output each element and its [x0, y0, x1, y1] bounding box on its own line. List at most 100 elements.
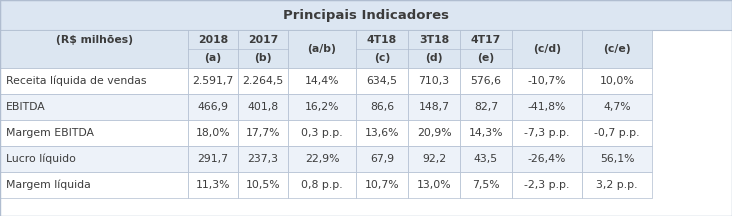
Bar: [460, 172, 512, 198]
Text: 86,6: 86,6: [370, 102, 394, 112]
Text: (a/b): (a/b): [307, 44, 337, 54]
Text: 2018: 2018: [198, 35, 228, 45]
Text: 237,3: 237,3: [247, 154, 278, 164]
Bar: [238, 172, 288, 198]
Bar: [0, 172, 188, 198]
Text: (c/d): (c/d): [533, 44, 561, 54]
Bar: [356, 172, 408, 198]
Text: 13,0%: 13,0%: [417, 180, 452, 190]
Text: 7,5%: 7,5%: [472, 180, 500, 190]
Text: 148,7: 148,7: [419, 102, 449, 112]
Text: 2017: 2017: [248, 35, 278, 45]
Bar: [460, 120, 512, 146]
Bar: [238, 120, 288, 146]
Bar: [582, 172, 652, 198]
Text: 3,2 p.p.: 3,2 p.p.: [597, 180, 638, 190]
Bar: [460, 30, 512, 68]
Bar: [188, 120, 238, 146]
Text: Lucro líquido: Lucro líquido: [6, 154, 76, 164]
Bar: [238, 146, 288, 172]
Bar: [582, 30, 652, 68]
Text: 67,9: 67,9: [370, 154, 394, 164]
Text: 14,3%: 14,3%: [468, 128, 504, 138]
Text: -41,8%: -41,8%: [528, 102, 566, 112]
Bar: [582, 94, 652, 120]
Text: 14,4%: 14,4%: [305, 76, 339, 86]
Bar: [0, 30, 188, 68]
Text: 710,3: 710,3: [419, 76, 449, 86]
Text: 0,8 p.p.: 0,8 p.p.: [301, 180, 343, 190]
Text: 82,7: 82,7: [474, 102, 498, 112]
Text: 0,3 p.p.: 0,3 p.p.: [301, 128, 343, 138]
Text: -2,3 p.p.: -2,3 p.p.: [524, 180, 569, 190]
Bar: [188, 94, 238, 120]
Bar: [582, 120, 652, 146]
Text: (c): (c): [374, 53, 390, 63]
Text: (d): (d): [425, 53, 443, 63]
Bar: [238, 68, 288, 94]
Text: 4T18: 4T18: [367, 35, 397, 45]
Text: Principais Indicadores: Principais Indicadores: [283, 8, 449, 22]
Bar: [188, 30, 238, 68]
Text: (c/e): (c/e): [603, 44, 631, 54]
Bar: [512, 30, 582, 68]
Text: 10,5%: 10,5%: [246, 180, 280, 190]
Bar: [356, 146, 408, 172]
Text: (e): (e): [477, 53, 495, 63]
Bar: [460, 94, 512, 120]
Bar: [288, 30, 356, 68]
Text: (b): (b): [254, 53, 272, 63]
Bar: [356, 120, 408, 146]
Text: Receita líquida de vendas: Receita líquida de vendas: [6, 76, 146, 86]
Bar: [288, 94, 356, 120]
Bar: [188, 146, 238, 172]
Text: 16,2%: 16,2%: [305, 102, 339, 112]
Bar: [356, 68, 408, 94]
Bar: [460, 146, 512, 172]
Text: 22,9%: 22,9%: [305, 154, 339, 164]
Text: 401,8: 401,8: [247, 102, 279, 112]
Text: 10,7%: 10,7%: [365, 180, 400, 190]
Text: 56,1%: 56,1%: [600, 154, 634, 164]
Text: 4,7%: 4,7%: [603, 102, 631, 112]
Bar: [0, 146, 188, 172]
Bar: [512, 68, 582, 94]
Text: Margem líquida: Margem líquida: [6, 180, 91, 190]
Text: Margem EBITDA: Margem EBITDA: [6, 128, 94, 138]
Bar: [512, 172, 582, 198]
Bar: [512, 94, 582, 120]
Bar: [512, 146, 582, 172]
Bar: [582, 68, 652, 94]
Bar: [356, 94, 408, 120]
Text: 20,9%: 20,9%: [417, 128, 452, 138]
Text: -0,7 p.p.: -0,7 p.p.: [594, 128, 640, 138]
Bar: [288, 146, 356, 172]
Bar: [460, 68, 512, 94]
Text: 11,3%: 11,3%: [195, 180, 231, 190]
Text: 92,2: 92,2: [422, 154, 446, 164]
Bar: [0, 0, 732, 30]
Bar: [408, 94, 460, 120]
Text: -10,7%: -10,7%: [528, 76, 567, 86]
Bar: [408, 68, 460, 94]
Bar: [408, 30, 460, 68]
Text: -26,4%: -26,4%: [528, 154, 566, 164]
Text: 634,5: 634,5: [367, 76, 397, 86]
Bar: [512, 120, 582, 146]
Text: 3T18: 3T18: [419, 35, 449, 45]
Text: 466,9: 466,9: [198, 102, 228, 112]
Text: 43,5: 43,5: [474, 154, 498, 164]
Text: 576,6: 576,6: [471, 76, 501, 86]
Bar: [408, 120, 460, 146]
Text: 4T17: 4T17: [471, 35, 501, 45]
Bar: [356, 30, 408, 68]
Bar: [408, 146, 460, 172]
Text: 2.591,7: 2.591,7: [193, 76, 234, 86]
Bar: [238, 30, 288, 68]
Text: EBITDA: EBITDA: [6, 102, 45, 112]
Bar: [408, 172, 460, 198]
Text: (R$ milhões): (R$ milhões): [56, 35, 132, 45]
Text: 291,7: 291,7: [198, 154, 228, 164]
Text: 10,0%: 10,0%: [600, 76, 635, 86]
Text: 17,7%: 17,7%: [246, 128, 280, 138]
